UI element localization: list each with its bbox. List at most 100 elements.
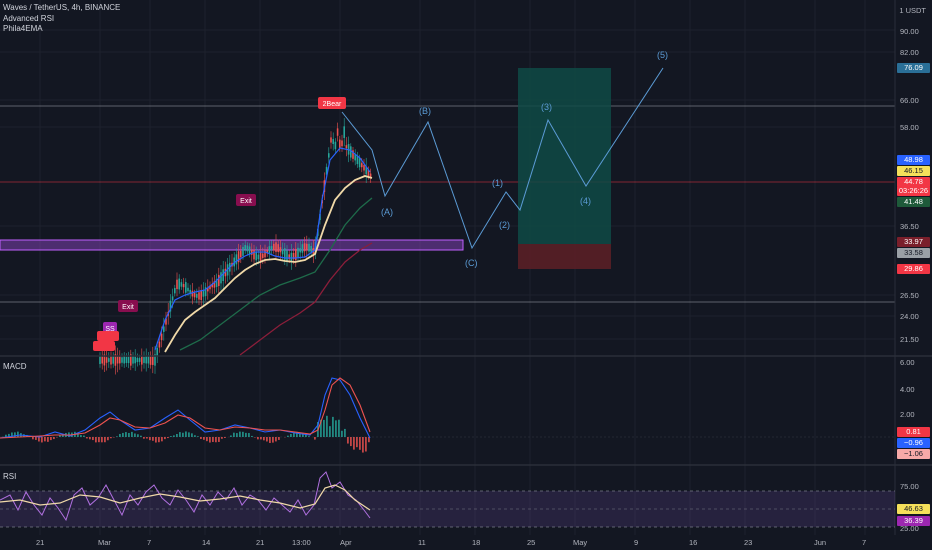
time-label: Mar bbox=[98, 538, 111, 547]
candle-body bbox=[141, 355, 143, 365]
macd-bar bbox=[134, 433, 136, 437]
candle-body bbox=[125, 357, 128, 363]
elliott-wave-projection[interactable] bbox=[341, 67, 664, 250]
candle-body bbox=[220, 272, 222, 284]
candle-body bbox=[284, 248, 286, 260]
macd-bar bbox=[182, 432, 184, 437]
candle-body bbox=[99, 355, 101, 365]
candle-body bbox=[343, 126, 345, 138]
macd-bar bbox=[188, 432, 190, 437]
candle-body bbox=[292, 253, 295, 260]
candle-body bbox=[264, 250, 266, 258]
macd-bar bbox=[338, 419, 340, 437]
macd-bar bbox=[326, 415, 328, 437]
macd-bar bbox=[344, 428, 346, 437]
candle-body bbox=[365, 166, 367, 175]
macd-bar bbox=[14, 432, 16, 437]
currency-label[interactable]: 1 USDT bbox=[899, 6, 926, 15]
candle-body bbox=[262, 253, 264, 258]
macd-bar bbox=[248, 433, 250, 437]
candle-body bbox=[277, 244, 279, 252]
macd-bar bbox=[164, 437, 166, 440]
macd-bar bbox=[17, 431, 19, 437]
candle-body bbox=[132, 356, 134, 364]
macd-bar bbox=[368, 437, 370, 443]
signal-marker-1[interactable] bbox=[97, 331, 119, 341]
time-label: 18 bbox=[472, 538, 481, 547]
rsi-axis-label: 25.00 bbox=[900, 524, 919, 533]
profit-zone[interactable] bbox=[518, 68, 611, 244]
candle-body bbox=[191, 290, 194, 297]
macd-title[interactable]: MACD bbox=[3, 362, 27, 371]
candle-body bbox=[193, 292, 196, 298]
candle-body bbox=[136, 357, 139, 363]
candle-body bbox=[110, 355, 112, 365]
macd-bar bbox=[191, 433, 193, 437]
macd-bar bbox=[299, 432, 301, 437]
candle-body bbox=[257, 254, 260, 260]
macd-bar bbox=[362, 437, 364, 453]
candle-body bbox=[290, 252, 293, 262]
macd-bar bbox=[236, 433, 238, 437]
candle-body bbox=[114, 354, 117, 366]
candle-body bbox=[119, 356, 121, 364]
candle-body bbox=[341, 140, 343, 147]
macd-bar bbox=[359, 437, 361, 450]
macd-bar bbox=[140, 435, 142, 437]
svg-text:Exit: Exit bbox=[122, 304, 134, 311]
price-label: 90.00 bbox=[900, 27, 919, 36]
candle-body bbox=[299, 248, 301, 253]
macd-bar bbox=[242, 431, 244, 437]
macd-bar bbox=[41, 437, 43, 443]
candle-body bbox=[224, 268, 227, 277]
candle-body bbox=[345, 145, 348, 149]
macd-bar bbox=[95, 437, 97, 443]
signal-exit-1[interactable]: Exit bbox=[236, 194, 256, 206]
macd-bar bbox=[35, 437, 37, 440]
candle-body bbox=[332, 139, 334, 144]
indicator-advanced-rsi[interactable]: Advanced RSI bbox=[3, 14, 55, 23]
macd-bar bbox=[302, 433, 304, 437]
macd-bar bbox=[5, 434, 7, 437]
price-label: 24.00 bbox=[900, 312, 919, 321]
signal-exit-2[interactable]: Exit bbox=[118, 300, 138, 312]
candle-body bbox=[253, 249, 255, 260]
candle-body bbox=[103, 354, 106, 366]
candle-body bbox=[266, 250, 268, 254]
candle-body bbox=[189, 289, 191, 294]
ema-slow bbox=[179, 197, 373, 351]
macd-bar bbox=[350, 437, 352, 447]
rsi-title[interactable]: RSI bbox=[3, 472, 17, 481]
indicator-phila4ema[interactable]: Phila4EMA bbox=[3, 24, 43, 33]
symbol-title[interactable]: Waves / TetherUS, 4h, BINANCE bbox=[3, 3, 121, 12]
signal-marker-2[interactable] bbox=[93, 341, 115, 351]
macd-bar bbox=[353, 437, 355, 450]
wave-label-3: (3) bbox=[541, 102, 552, 112]
price-label: 82.00 bbox=[900, 48, 919, 57]
candle-body bbox=[301, 244, 304, 253]
candle-body bbox=[116, 356, 119, 364]
candle-body bbox=[308, 243, 310, 252]
candle-body bbox=[235, 254, 238, 265]
candle-body bbox=[339, 139, 341, 149]
candle-body bbox=[358, 157, 361, 168]
price-tag: 48.98 bbox=[897, 155, 930, 165]
macd-bar bbox=[320, 419, 322, 437]
price-label: 58.00 bbox=[900, 123, 919, 132]
candle-body bbox=[198, 292, 200, 300]
signal-2bear[interactable]: 2Bear bbox=[318, 97, 346, 109]
candle-body bbox=[207, 287, 209, 292]
macd-bar bbox=[50, 437, 52, 441]
candle-body bbox=[169, 300, 172, 312]
candle-body bbox=[218, 274, 220, 286]
candle-body bbox=[251, 250, 253, 255]
demand-zone[interactable] bbox=[0, 239, 464, 251]
svg-text:Exit: Exit bbox=[240, 198, 252, 205]
candle-body bbox=[306, 243, 308, 251]
loss-zone[interactable] bbox=[518, 244, 611, 269]
price-label: 36.50 bbox=[900, 222, 919, 231]
candle-body bbox=[281, 249, 284, 255]
macd-bar bbox=[239, 431, 241, 437]
candle-body bbox=[303, 243, 306, 252]
